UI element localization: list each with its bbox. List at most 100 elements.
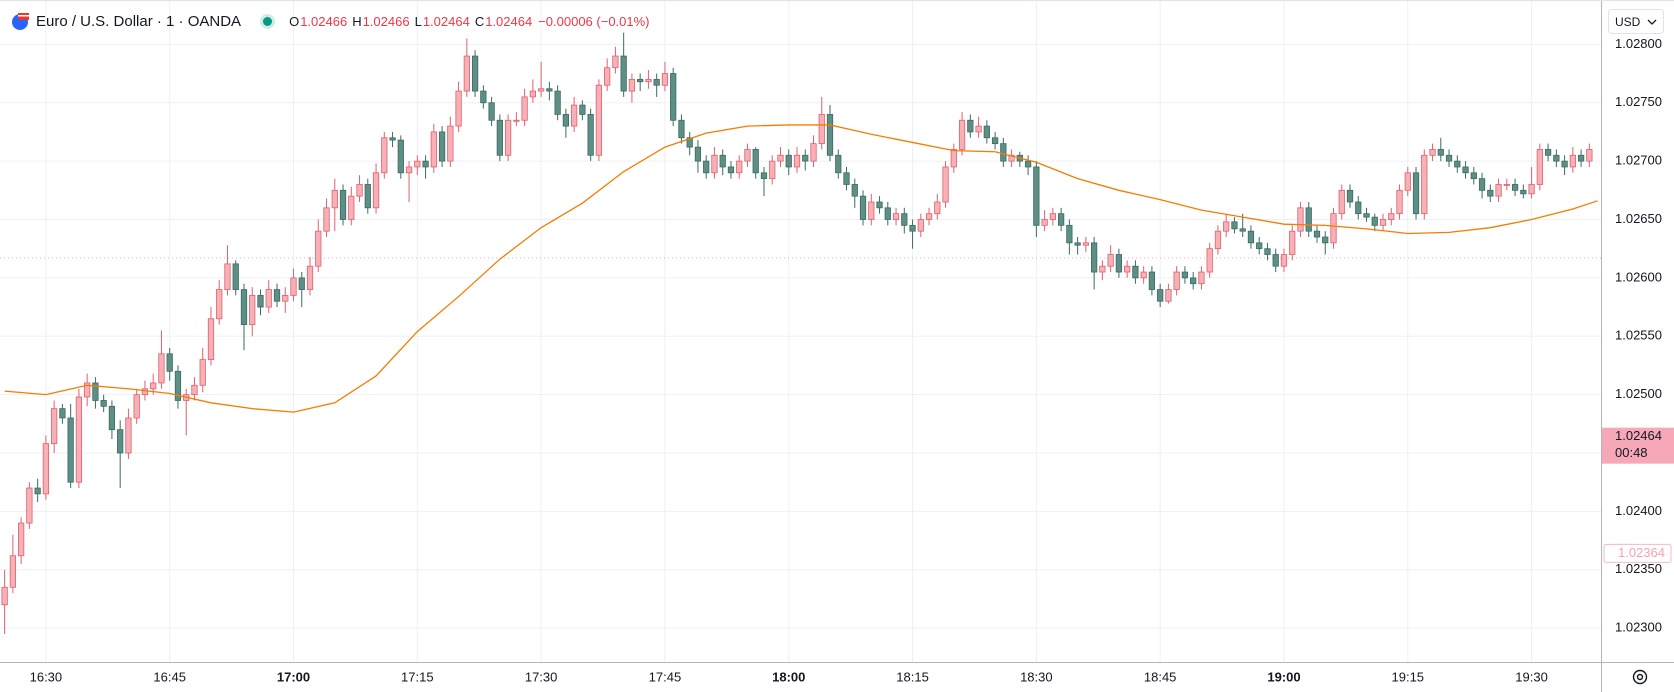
x-tick-label: 18:30 bbox=[1020, 669, 1053, 684]
candle-body bbox=[868, 201, 875, 220]
y-tick-label: 1.02650 bbox=[1615, 211, 1662, 226]
y-tick-label: 1.02800 bbox=[1615, 36, 1662, 51]
candle-body bbox=[455, 90, 462, 127]
candle-body bbox=[1322, 236, 1329, 244]
candle-body bbox=[59, 408, 66, 419]
ohlc-key: L bbox=[414, 13, 422, 29]
candle-body bbox=[1429, 149, 1436, 156]
candle-body bbox=[1264, 248, 1271, 255]
candle-body bbox=[909, 224, 916, 232]
candle-body bbox=[1528, 184, 1535, 195]
candle-body bbox=[637, 78, 644, 83]
candle-body bbox=[34, 487, 41, 495]
candle-body bbox=[1355, 201, 1362, 215]
candle-body bbox=[18, 522, 25, 557]
candle-body bbox=[224, 263, 231, 290]
candle-body bbox=[884, 207, 891, 220]
candle-body bbox=[471, 55, 479, 92]
candle-body bbox=[529, 90, 536, 98]
candle-body bbox=[950, 149, 957, 168]
candle-body bbox=[826, 114, 834, 156]
candle-body bbox=[521, 96, 528, 121]
y-tick-label: 1.02300 bbox=[1615, 620, 1662, 635]
candle-body bbox=[1289, 230, 1296, 255]
x-tick-label: 17:00 bbox=[277, 669, 310, 684]
candle-body bbox=[917, 219, 924, 232]
candle-body bbox=[117, 429, 124, 454]
candle-body bbox=[934, 201, 941, 215]
last-price-tag bbox=[1602, 427, 1674, 464]
chevron bbox=[1647, 19, 1657, 25]
candle-body bbox=[191, 384, 198, 396]
candle-body bbox=[1421, 154, 1428, 215]
y-tick-label: 1.02550 bbox=[1615, 328, 1662, 343]
currency-button[interactable]: USD bbox=[1608, 9, 1664, 34]
ohlc-key: H bbox=[352, 13, 362, 29]
candle-body bbox=[199, 359, 206, 386]
candle-body bbox=[1008, 154, 1015, 162]
x-tick-label: 18:00 bbox=[772, 669, 805, 684]
candle-body bbox=[991, 137, 999, 145]
candle-body bbox=[150, 382, 157, 390]
candle-body bbox=[1313, 230, 1321, 238]
candle-body bbox=[438, 131, 446, 162]
candle-body bbox=[92, 382, 99, 401]
candle-body bbox=[1363, 213, 1370, 218]
candle-body bbox=[496, 119, 503, 156]
candle-body bbox=[1577, 154, 1585, 162]
candle-body bbox=[240, 289, 248, 325]
ohlc-key: C bbox=[474, 13, 485, 29]
x-tick-label: 17:45 bbox=[649, 669, 682, 684]
candle-body bbox=[1115, 254, 1123, 273]
candle-body bbox=[1107, 254, 1114, 267]
candle-body bbox=[108, 405, 116, 431]
candle-body bbox=[810, 143, 817, 162]
candle-body bbox=[1561, 160, 1568, 168]
x-tick-label: 18:15 bbox=[896, 669, 929, 684]
candle-body bbox=[777, 154, 784, 162]
candle-body bbox=[1247, 230, 1255, 244]
candle-body bbox=[306, 265, 314, 290]
candle-body bbox=[1520, 189, 1527, 195]
candle-body bbox=[1074, 242, 1081, 246]
candle-body bbox=[653, 78, 660, 86]
symbol-icon bbox=[12, 13, 29, 30]
candle-body bbox=[1082, 242, 1090, 246]
y-tick-label: 1.02700 bbox=[1615, 153, 1662, 168]
candle-body bbox=[835, 154, 842, 174]
candle-body bbox=[323, 207, 330, 232]
candle-body bbox=[554, 90, 561, 115]
candle-body bbox=[1478, 178, 1486, 191]
candle-body bbox=[1553, 154, 1560, 162]
candle-body bbox=[1330, 213, 1337, 244]
candle-body bbox=[975, 125, 982, 133]
candle-body bbox=[504, 119, 512, 156]
plot bbox=[0, 32, 1601, 634]
candle-body bbox=[1346, 189, 1354, 203]
candle-body bbox=[1256, 242, 1263, 250]
ohlc-value: 1.02466 bbox=[300, 13, 348, 29]
settings-icon[interactable] bbox=[1632, 669, 1648, 685]
candle-body bbox=[546, 88, 553, 92]
candle-body bbox=[694, 146, 702, 162]
candle-body bbox=[141, 388, 149, 396]
y-tick-label: 1.02400 bbox=[1615, 503, 1662, 518]
candle-body bbox=[422, 160, 429, 168]
candle-body bbox=[802, 154, 809, 162]
candle-body bbox=[1239, 228, 1246, 232]
candle-body bbox=[1, 586, 8, 606]
candle-body bbox=[1503, 184, 1510, 186]
candle-body bbox=[661, 73, 669, 86]
candle-body bbox=[397, 139, 404, 174]
candle-body bbox=[1511, 184, 1519, 191]
candle-body bbox=[430, 131, 437, 168]
candle-body bbox=[26, 487, 33, 524]
candle-body bbox=[67, 417, 74, 483]
grid bbox=[0, 0, 1601, 662]
legend-header: Euro / U.S. Dollar · 1 · OANDA O 1.02466 H… bbox=[10, 8, 650, 34]
candle-body bbox=[1057, 213, 1065, 226]
candle-body bbox=[859, 195, 867, 220]
candle-body bbox=[1569, 154, 1576, 168]
